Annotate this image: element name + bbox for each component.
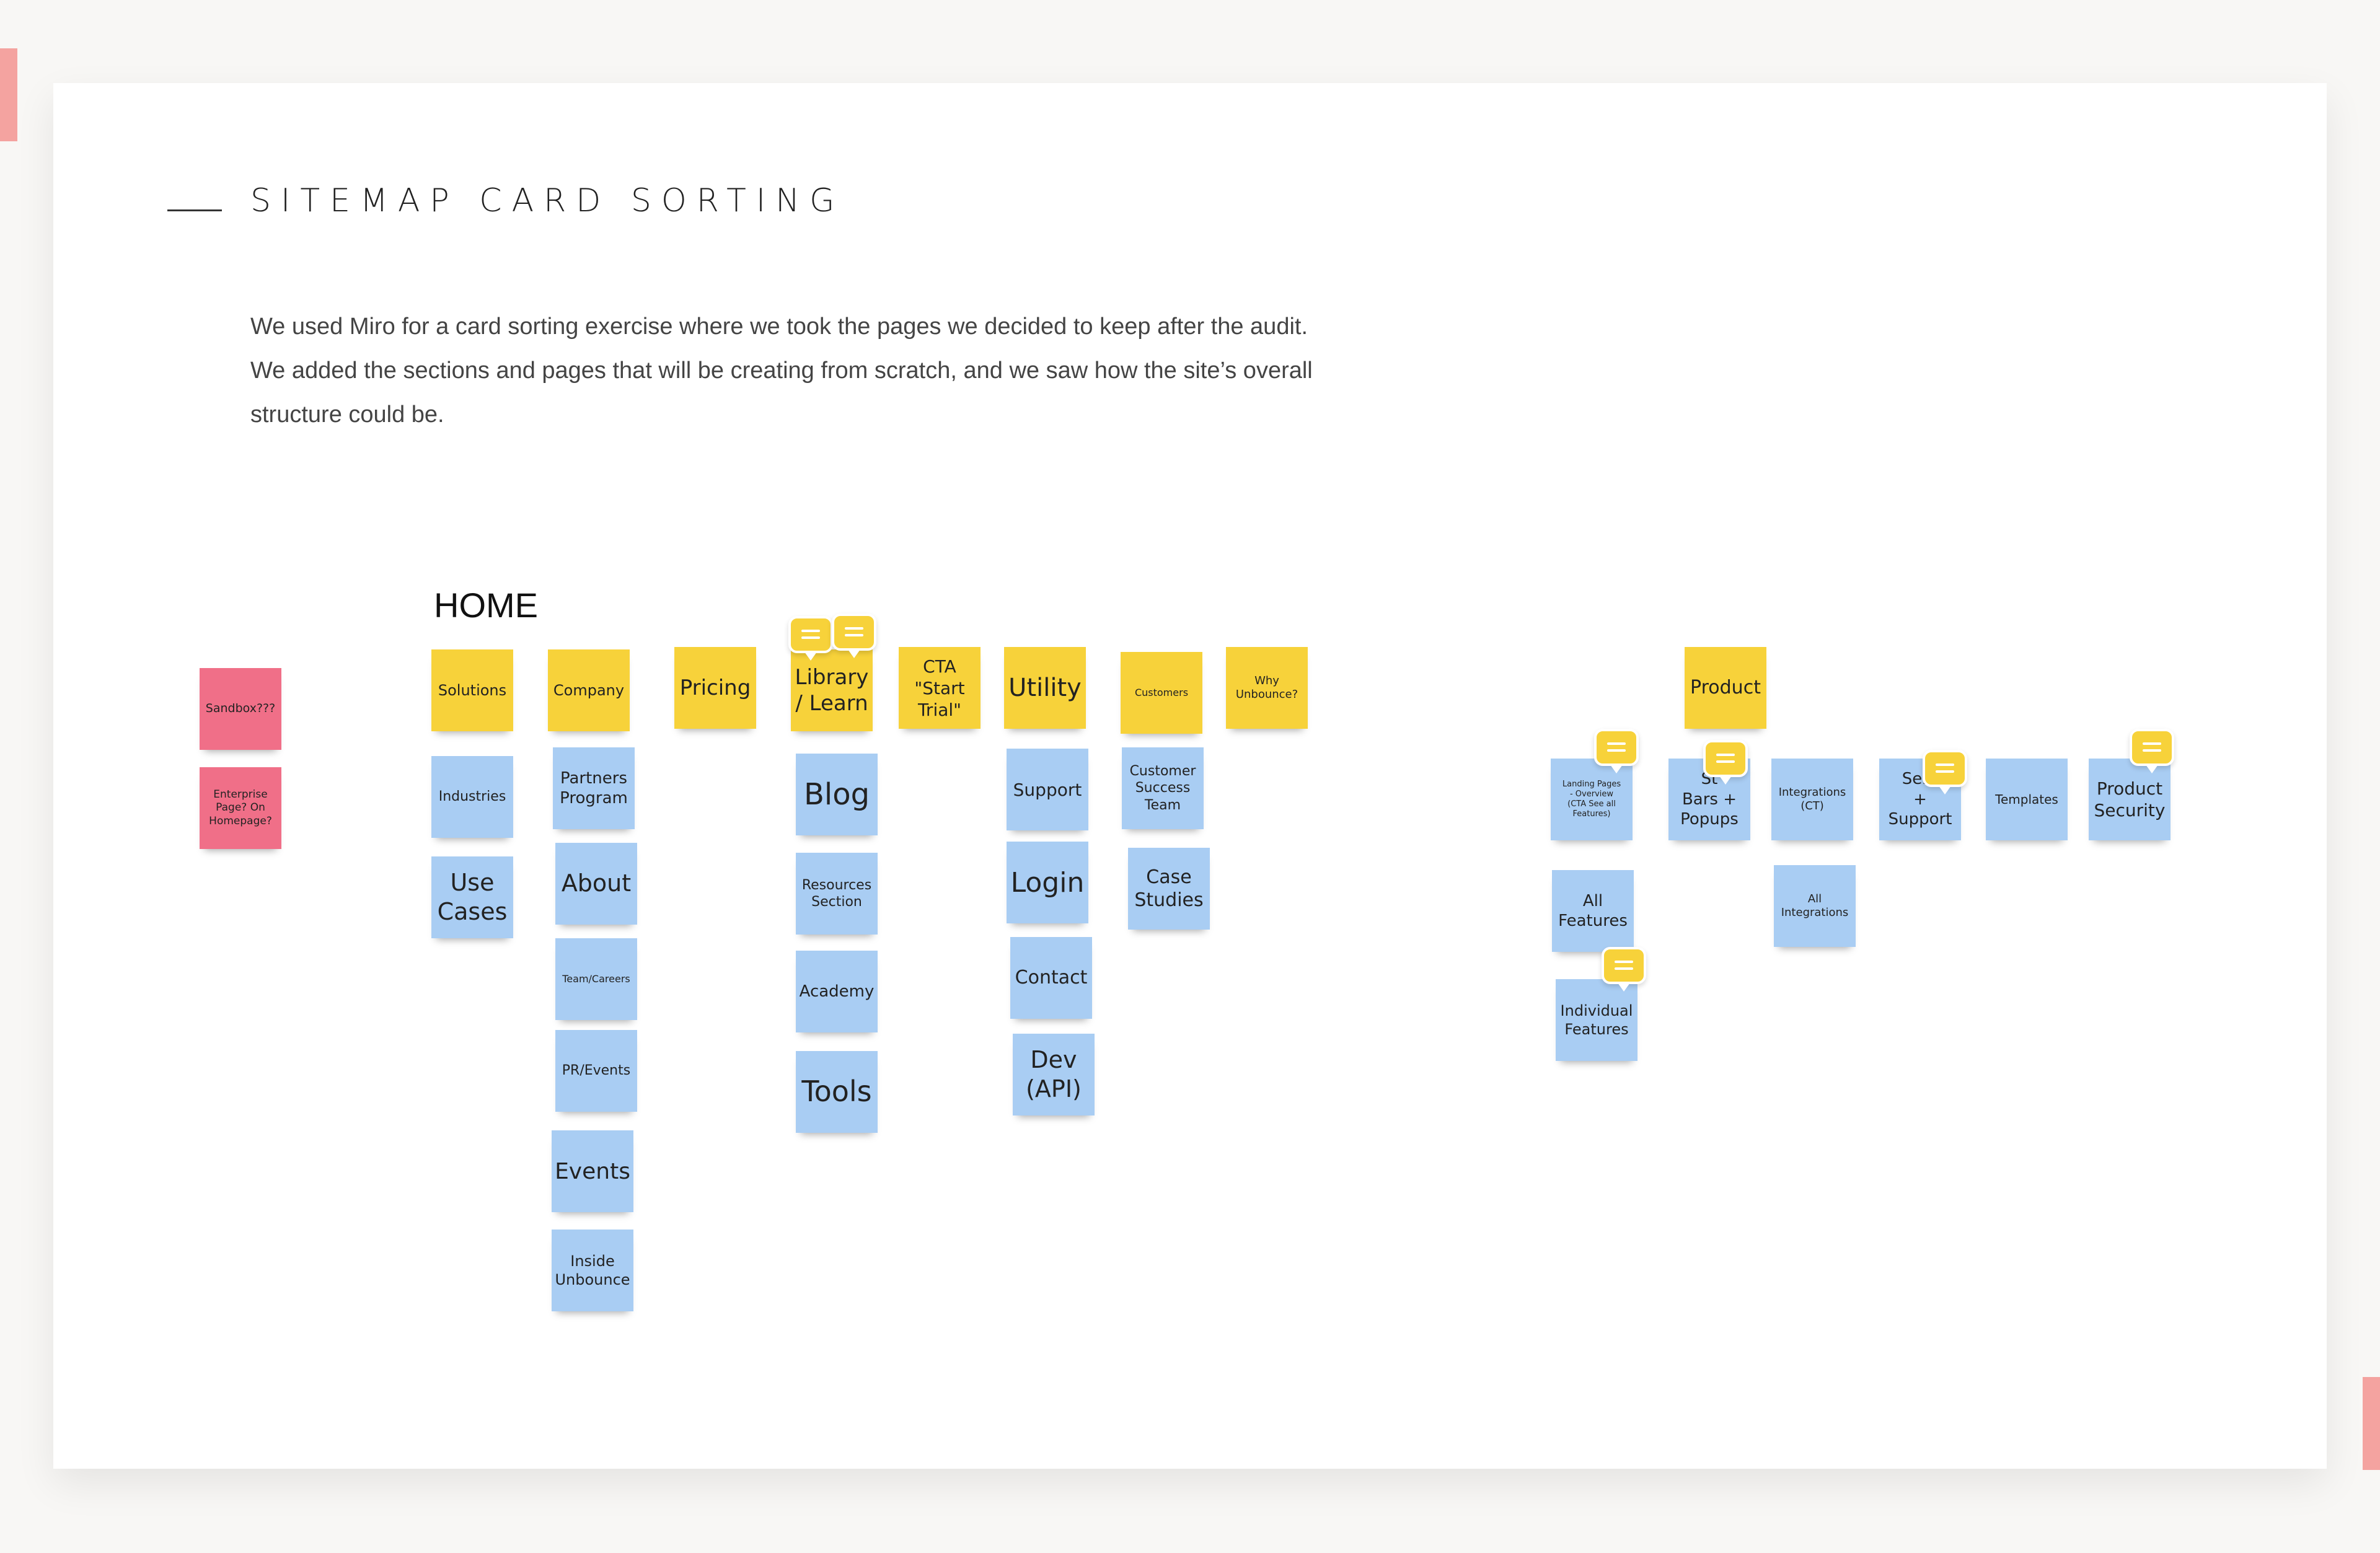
sticky-note-integrations[interactable]: Integrations (CT) xyxy=(1771,759,1853,840)
sticky-note-partners-program[interactable]: Partners Program xyxy=(553,747,635,829)
comment-icon[interactable] xyxy=(1923,750,1967,794)
sticky-note-academy[interactable]: Academy xyxy=(796,951,878,1032)
comment-icon[interactable] xyxy=(1594,729,1639,773)
section-title: SITEMAP CARD SORTING xyxy=(250,182,845,219)
sticky-note-inside-unbounce[interactable]: Inside Unbounce xyxy=(552,1230,633,1311)
sticky-note-use-cases[interactable]: Use Cases xyxy=(431,856,513,938)
intro-line: We used Miro for a card sorting exercise… xyxy=(250,314,1308,340)
sticky-note-solutions[interactable]: Solutions xyxy=(431,649,513,731)
sticky-note-case-studies[interactable]: Case Studies xyxy=(1128,848,1210,930)
sticky-note-templates[interactable]: Templates xyxy=(1986,759,2068,840)
sticky-note-pr-events[interactable]: PR/Events xyxy=(555,1030,637,1112)
sticky-note-product-security[interactable]: Product Security xyxy=(2089,759,2171,840)
comment-icon[interactable] xyxy=(832,614,876,658)
sticky-note-why-unbounce[interactable]: Why Unbounce? xyxy=(1226,647,1308,729)
sticky-note-about[interactable]: About xyxy=(555,843,637,925)
sticky-note-tools[interactable]: Tools xyxy=(796,1051,878,1133)
content-card: SITEMAP CARD SORTING We used Miro for a … xyxy=(53,83,2327,1469)
intro-line: structure could be. xyxy=(250,402,444,428)
comment-icon[interactable] xyxy=(1703,740,1748,785)
sticky-note-pricing[interactable]: Pricing xyxy=(674,647,756,729)
sticky-note-sandbox[interactable]: Sandbox??? xyxy=(200,668,281,750)
sticky-note-library-learn[interactable]: Library / Learn xyxy=(791,649,873,731)
sticky-note-all-features[interactable]: All Features xyxy=(1552,870,1634,952)
sticky-note-contact[interactable]: Contact xyxy=(1010,937,1092,1019)
sticky-note-customer-success-team[interactable]: Customer Success Team xyxy=(1122,747,1204,829)
right-accent-bar xyxy=(2363,1377,2380,1470)
sticky-note-login[interactable]: Login xyxy=(1007,842,1088,923)
sticky-note-support[interactable]: Support xyxy=(1007,749,1088,830)
sticky-note-enterprise-page[interactable]: Enterprise Page? On Homepage? xyxy=(200,767,281,849)
comment-icon[interactable] xyxy=(2130,729,2174,773)
sticky-note-all-integrations[interactable]: All Integrations xyxy=(1774,865,1856,947)
sticky-note-individual-features[interactable]: Individual Features xyxy=(1556,979,1637,1061)
sticky-note-customers[interactable]: Customers xyxy=(1121,652,1202,734)
sticky-note-team-careers[interactable]: Team/Careers xyxy=(555,938,637,1020)
sticky-note-utility[interactable]: Utility xyxy=(1004,647,1086,729)
home-label: HOME xyxy=(434,586,538,625)
sticky-note-resources-section[interactable]: Resources Section xyxy=(796,853,878,935)
title-rule xyxy=(167,209,222,211)
intro-line: We added the sections and pages that wil… xyxy=(250,358,1313,384)
left-accent-bar xyxy=(0,48,17,141)
sticky-note-dev-api[interactable]: Dev (API) xyxy=(1013,1034,1095,1115)
intro-paragraph: We used Miro for a card sorting exercise… xyxy=(250,305,1428,437)
sticky-note-cta-start-trial[interactable]: CTA "Start Trial" xyxy=(899,647,981,729)
comment-icon[interactable] xyxy=(788,616,833,661)
comment-icon[interactable] xyxy=(1602,947,1646,992)
sticky-note-product[interactable]: Product xyxy=(1685,647,1766,729)
sticky-note-industries[interactable]: Industries xyxy=(431,756,513,838)
sticky-note-blog[interactable]: Blog xyxy=(796,754,878,835)
sticky-note-company[interactable]: Company xyxy=(548,649,630,731)
sticky-note-events[interactable]: Events xyxy=(552,1130,633,1212)
